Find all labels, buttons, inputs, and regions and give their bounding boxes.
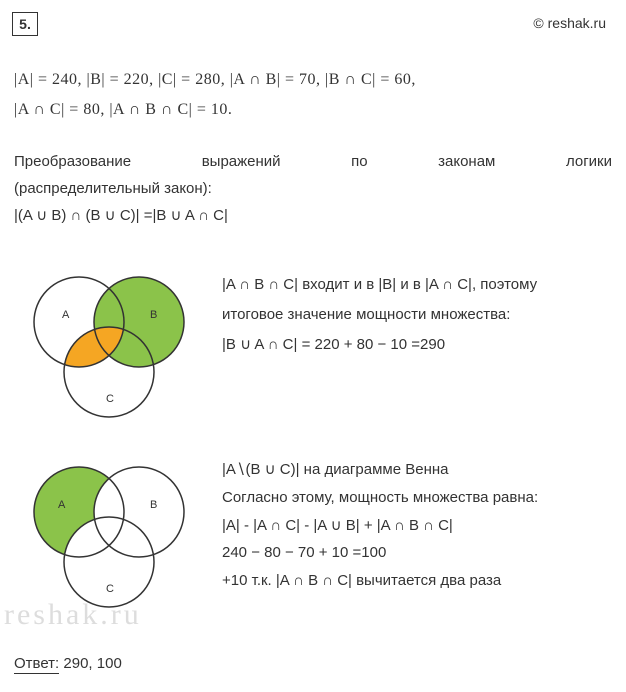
transform-word-1: Преобразование (14, 148, 131, 175)
answer-value: 290, 100 (59, 655, 122, 672)
problem-number: 5. (19, 16, 31, 32)
venn-diagram-1: A B C (14, 262, 214, 427)
block1-line-1: |A ∩ B ∩ C| входит и в |B| и в |A ∩ C|, … (222, 270, 606, 300)
transformation-line-1: Преобразование выражений по законам логи… (14, 148, 612, 175)
block2-line-3: |A| - |A ∩ C| - |A ∪ B| + |A ∩ B ∩ C| (222, 512, 606, 540)
venn1-label-c: C (106, 393, 114, 405)
block1-line-3: |B ∪ A ∩ C| = 220 + 80 − 10 =290 (222, 330, 606, 360)
explanation-block-2: |A∖(B ∪ C)| на диаграмме Венна Согласно … (222, 456, 606, 595)
givens-line-2: |A ∩ C| = 80, |A ∩ B ∩ C| = 10. (14, 95, 612, 125)
block2-line-2: Согласно этому, мощность множества равна… (222, 484, 606, 512)
venn1-label-a: A (62, 309, 70, 321)
transform-word-2: выражений (202, 148, 281, 175)
venn-diagram-2: A B C (14, 452, 214, 617)
watermark-text: reshak.ru (4, 598, 142, 632)
answer-row: Ответ: 290, 100 (14, 655, 122, 672)
givens-block: |A| = 240, |B| = 220, |C| = 280, |A ∩ B|… (14, 65, 612, 126)
venn2-label-a: A (58, 499, 66, 511)
transformation-line-3: |(A ∪ B) ∩ (B ∪ C)| =|B ∪ A ∩ C| (14, 202, 612, 229)
venn2-label-b: B (150, 499, 157, 511)
copyright-text: © reshak.ru (533, 15, 606, 31)
answer-label: Ответ: (14, 655, 59, 674)
givens-line-1: |A| = 240, |B| = 220, |C| = 280, |A ∩ B|… (14, 65, 612, 95)
transformation-line-2: (распределительный закон): (14, 175, 612, 202)
venn2-label-c: C (106, 583, 114, 595)
explanation-block-1: |A ∩ B ∩ C| входит и в |B| и в |A ∩ C|, … (222, 270, 606, 360)
block2-line-4: 240 − 80 − 70 + 10 =100 (222, 539, 606, 567)
block1-line-2: итоговое значение мощности множества: (222, 300, 606, 330)
block2-line-5: +10 т.к. |A ∩ B ∩ C| вычитается два раза (222, 567, 606, 595)
transform-word-5: логики (566, 148, 612, 175)
transform-word-4: законам (438, 148, 495, 175)
transform-word-3: по (351, 148, 367, 175)
venn1-label-b: B (150, 309, 157, 321)
block2-line-1: |A∖(B ∪ C)| на диаграмме Венна (222, 456, 606, 484)
transformation-block: Преобразование выражений по законам логи… (14, 148, 612, 229)
problem-number-box: 5. (12, 12, 38, 36)
